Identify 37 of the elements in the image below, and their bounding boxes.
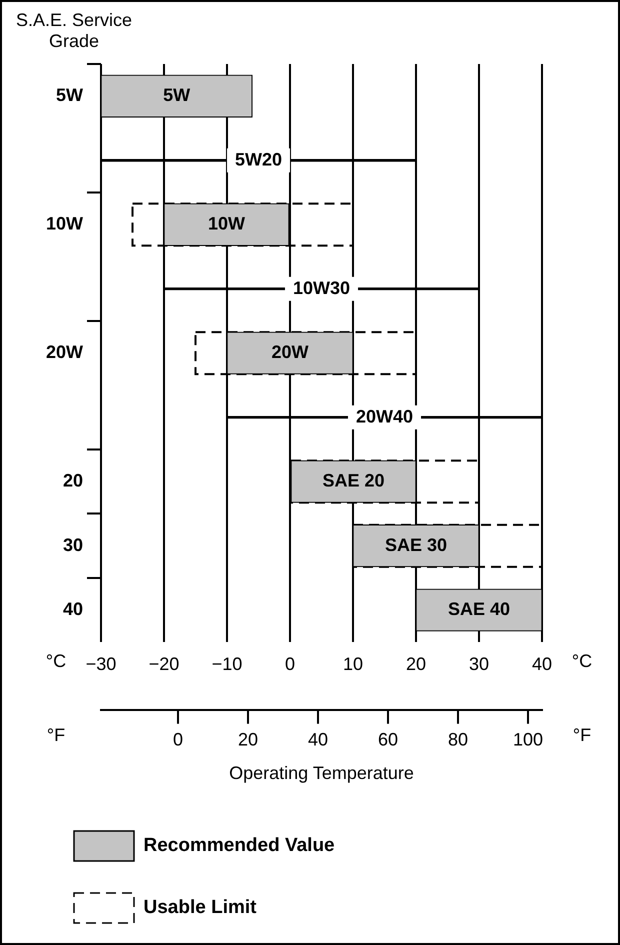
x2-axis-title: °F [572,724,592,745]
x-tick-label: 20 [406,654,426,674]
annotation: SAE 40 [448,599,510,620]
annotation: SAE 20 [322,470,385,491]
y-axis-title: S.A.E. Service Grade [16,10,132,51]
x2-tick-label: 100 [512,730,544,750]
x-tick-label: 40 [532,654,552,674]
text: °F [46,724,66,745]
x2-tick-label: 40 [308,730,328,750]
y-tick-label: 30 [62,534,84,555]
series-label: 20W40 [356,406,414,426]
annotation: 5W [163,85,190,106]
legend-label: Recommended Value [144,835,335,856]
x-tick-label: −10 [212,654,242,674]
x-tick-label: −20 [148,654,180,674]
annotation: 20W [272,342,309,362]
annotation: SAE 30 [384,534,448,555]
y-tick-label: 40 [62,599,84,620]
x-tick-label: 10 [342,654,364,674]
text: Operating Temperature [229,763,414,784]
x-tick-label: 0 [285,654,296,674]
x2-tick-label: 60 [378,730,398,750]
series-label: 10W30 [292,278,350,298]
x2-tick-label: 20 [238,730,258,750]
x2-tick-label: 0 [173,730,184,750]
x-tick-label: −30 [86,654,116,674]
legend-label: Usable Limit [144,897,258,918]
series-label: 5W20 [234,149,282,170]
y-tick-label: 5W [56,85,84,106]
annotation: 10W [208,214,246,234]
x-tick-label: 30 [468,654,490,674]
x-axis-title: °C [572,651,592,672]
text: °C [46,651,66,672]
y-tick-label: 20W [46,342,84,362]
y-tick-label: 10W [46,214,84,234]
y-tick-label: 20 [62,470,84,491]
x2-tick-label: 80 [448,730,468,750]
